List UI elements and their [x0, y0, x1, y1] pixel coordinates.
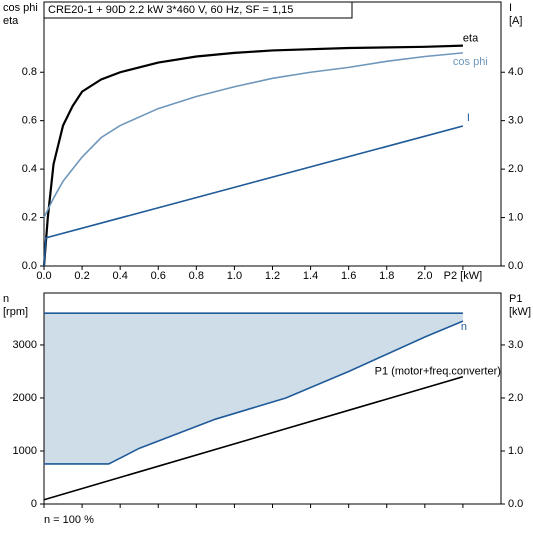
y2-axis-label: [kW] [509, 306, 531, 318]
y-axis-label: cos phi [3, 2, 38, 14]
series-label: P1 (motor+freq.converter) [375, 366, 501, 378]
y-tick-label: 0 [31, 498, 37, 510]
fill-area [44, 313, 463, 464]
series-label: eta [463, 33, 479, 45]
x-tick-label: 1.8 [379, 270, 394, 282]
y-tick-label: 0.6 [22, 115, 37, 127]
x-tick-label: 2.0 [417, 270, 432, 282]
x-tick-label: 1.6 [341, 270, 356, 282]
y2-tick-label: 0.0 [508, 260, 523, 272]
x-tick-label: 0.0 [36, 270, 51, 282]
series-label: cos phi [453, 56, 488, 68]
y-tick-label: 1000 [13, 445, 37, 457]
series-label: n [461, 321, 467, 333]
x-tick-label: 0.2 [74, 270, 89, 282]
y2-tick-label: 2.0 [508, 163, 523, 175]
x-tick-label: 1.2 [265, 270, 280, 282]
y2-tick-label: 4.0 [508, 66, 523, 78]
y2-tick-label: 2.0 [508, 392, 523, 404]
series-line [43, 125, 464, 267]
y-tick-label: 3000 [13, 339, 37, 351]
footnote: n = 100 % [44, 514, 94, 526]
y2-axis-label: [A] [509, 15, 522, 27]
y2-axis-label: P1 [509, 293, 522, 305]
series-line [43, 52, 463, 218]
title-box [43, 1, 353, 19]
x-tick-label: 1.0 [227, 270, 242, 282]
series-line [44, 320, 464, 465]
series-line [43, 375, 464, 501]
y2-tick-label: 1.0 [508, 211, 523, 223]
x-tick-label: P2 [kW] [444, 270, 483, 282]
y-tick-label: 0.0 [22, 260, 37, 272]
y2-tick-label: 1.0 [508, 445, 523, 457]
y2-tick-label: 3.0 [508, 339, 523, 351]
y-axis-label: n [3, 293, 9, 305]
y-tick-label: 0.4 [22, 163, 37, 175]
y-axis-label: [rpm] [3, 306, 28, 318]
series-label: I [467, 112, 470, 124]
y2-tick-label: 0.0 [508, 498, 523, 510]
y2-axis-label: I [509, 2, 512, 14]
x-tick-label: 0.6 [151, 270, 166, 282]
x-tick-label: 0.4 [113, 270, 128, 282]
x-tick-label: 0.8 [189, 270, 204, 282]
y-tick-label: 0.2 [22, 211, 37, 223]
y-tick-label: 0.8 [22, 66, 37, 78]
y-axis-label: eta [3, 15, 19, 27]
y-tick-label: 2000 [13, 392, 37, 404]
series-line [42, 44, 463, 267]
x-tick-label: 1.4 [303, 270, 318, 282]
y2-tick-label: 3.0 [508, 115, 523, 127]
chart-title: CRE20-1 + 90D 2.2 kW 3*460 V, 60 Hz, SF … [48, 4, 293, 16]
